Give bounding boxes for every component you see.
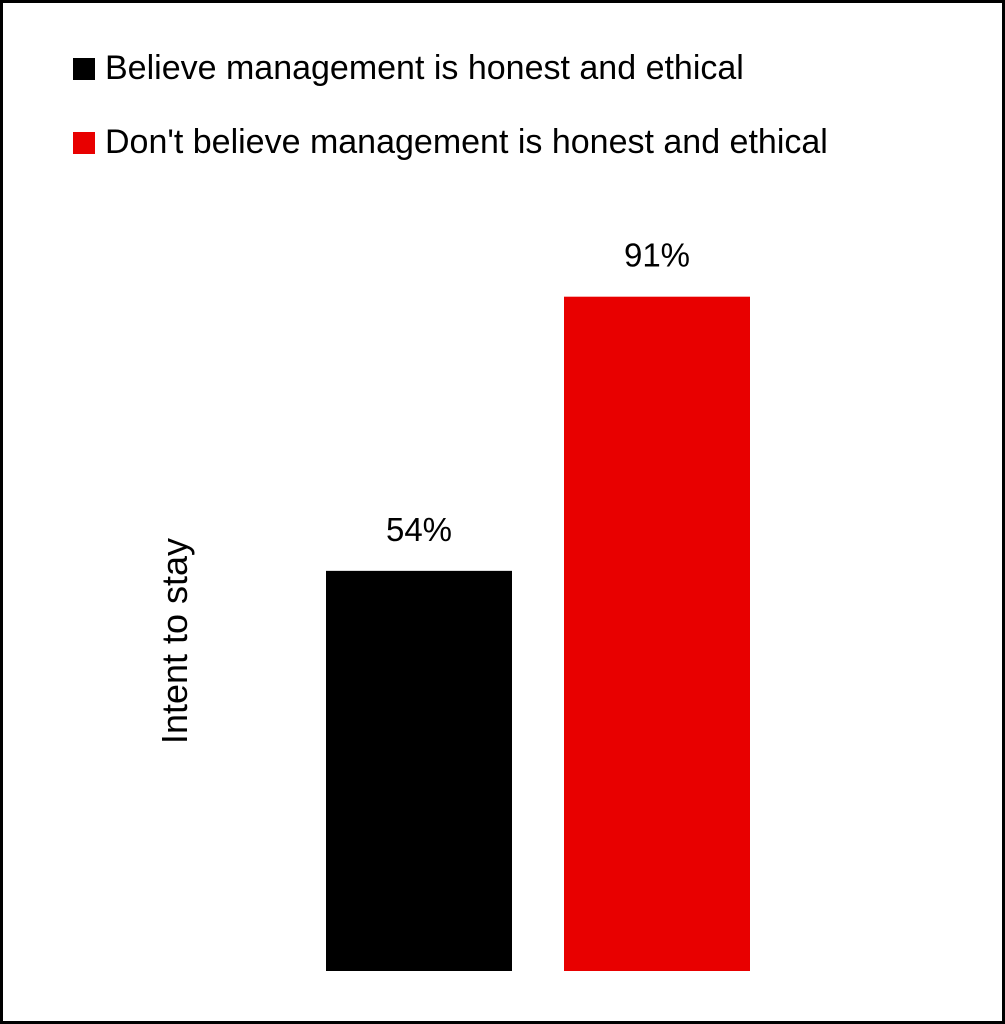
legend-item-believe: Believe management is honest and ethical xyxy=(73,49,744,88)
bar-chart: Intent to stay 54% 91% xyxy=(154,237,750,971)
legend-label-believe: Believe management is honest and ethical xyxy=(105,49,744,87)
bar-believe xyxy=(326,570,512,971)
legend-item-dont-believe: Don't believe management is honest and e… xyxy=(73,123,828,162)
y-axis-label: Intent to stay xyxy=(154,538,195,744)
bar-dont-believe xyxy=(564,296,750,971)
legend-label-dont-believe: Don't believe management is honest and e… xyxy=(105,123,828,161)
data-label-dont-believe: 91% xyxy=(624,237,690,274)
legend-swatch-dont-believe xyxy=(73,131,95,154)
bars-group: 54% 91% xyxy=(326,237,750,971)
legend-swatch-believe xyxy=(73,57,95,80)
data-label-believe: 54% xyxy=(386,511,452,548)
